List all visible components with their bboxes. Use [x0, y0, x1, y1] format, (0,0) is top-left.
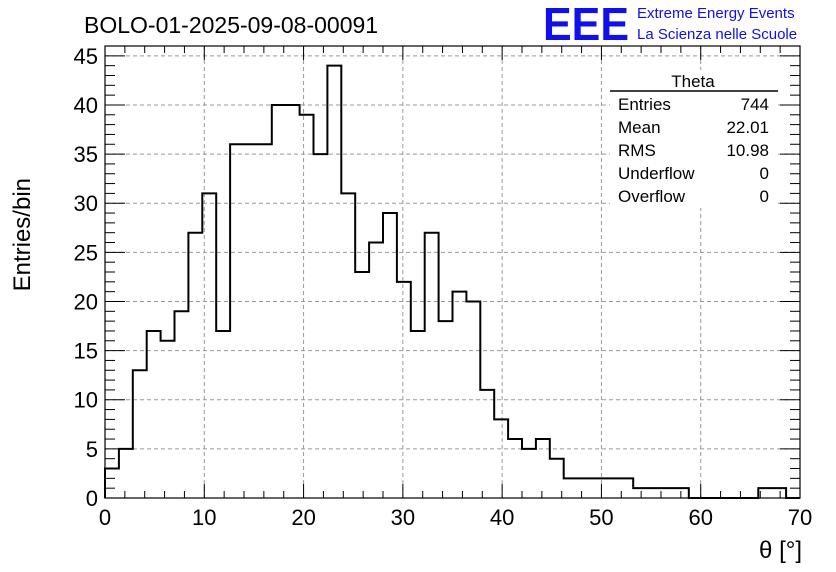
y-tick-labels: 0 5 10 15 20 25 30 35 40 45 — [74, 44, 98, 511]
x-axis-title: θ [°] — [759, 537, 802, 564]
x-tick-label: 0 — [99, 505, 111, 530]
stats-title: Theta — [671, 72, 715, 91]
y-tick-label: 15 — [74, 339, 98, 364]
stat-value: 22.01 — [726, 118, 769, 137]
y-tick-label: 20 — [74, 289, 98, 314]
y-tick-label: 45 — [74, 44, 98, 69]
stats-rows: Entries 744 Mean 22.01 RMS 10.98 Underflow 0 Ove… — [618, 95, 769, 206]
x-tick-labels: 0 10 20 30 40 50 60 70 — [99, 505, 812, 530]
logo-line-2: La Scienza nelle Scuole — [637, 26, 797, 43]
x-tick-label: 70 — [788, 505, 812, 530]
x-tick-label: 20 — [291, 505, 315, 530]
y-tick-label: 35 — [74, 142, 98, 167]
stats-box: Theta Entries 744 Mean 22.01 RMS 10.98 Underfl… — [610, 70, 778, 208]
stat-value: 0 — [760, 164, 769, 183]
y-tick-label: 0 — [86, 486, 98, 511]
x-tick-label: 40 — [490, 505, 514, 530]
y-axis-title: Entries/bin — [9, 178, 36, 291]
stat-label: Overflow — [618, 187, 686, 206]
chart-title: BOLO-01-2025-09-08-00091 — [84, 12, 378, 38]
axis-ticks — [104, 45, 801, 499]
stat-value: 0 — [760, 187, 769, 206]
y-tick-label: 30 — [74, 191, 98, 216]
stat-label: Mean — [618, 118, 661, 137]
y-tick-label: 5 — [86, 437, 98, 462]
x-tick-label: 30 — [391, 505, 415, 530]
stat-value: 744 — [741, 95, 769, 114]
x-tick-label: 10 — [192, 505, 216, 530]
stat-label: Entries — [618, 95, 671, 114]
x-tick-label: 60 — [688, 505, 712, 530]
y-tick-label: 40 — [74, 93, 98, 118]
y-tick-label: 25 — [74, 240, 98, 265]
y-tick-label: 10 — [74, 388, 98, 413]
grid-lines — [105, 46, 800, 498]
histogram-line — [104, 64, 800, 499]
x-tick-label: 50 — [589, 505, 613, 530]
stat-label: Underflow — [618, 164, 695, 183]
logo-line-1: Extreme Energy Events — [637, 5, 795, 22]
stat-label: RMS — [618, 141, 656, 160]
stat-value: 10.98 — [726, 141, 769, 160]
eee-logo: EEE — [543, 0, 629, 50]
